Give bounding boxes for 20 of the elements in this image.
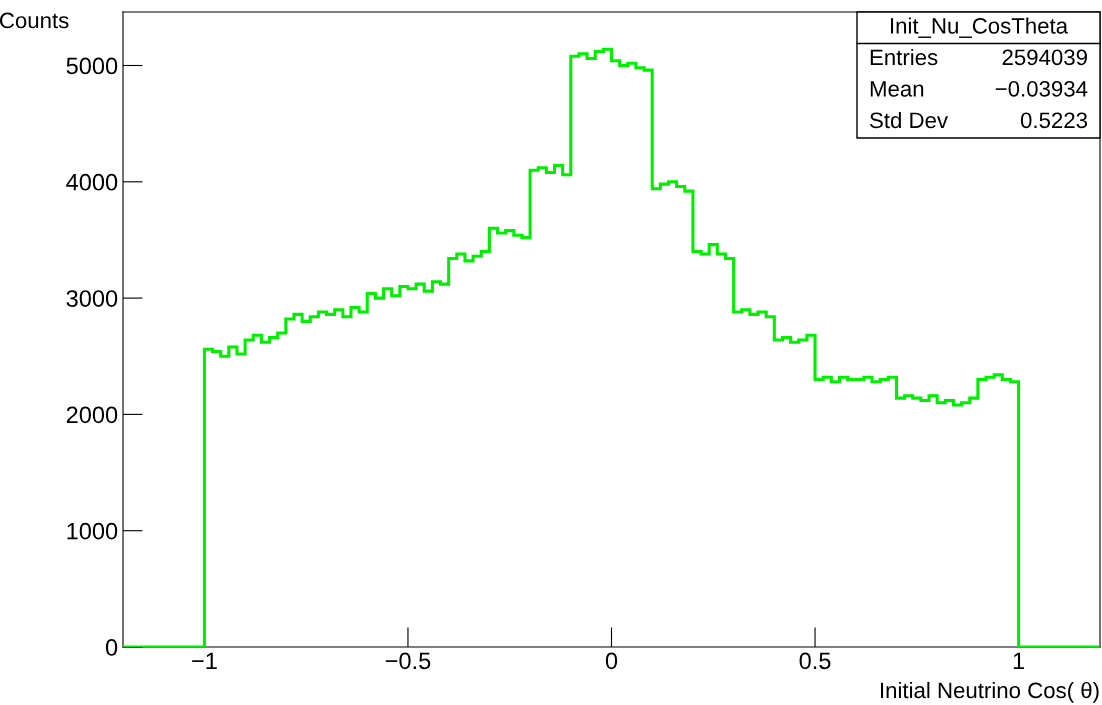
x-tick-label: −1 xyxy=(192,652,217,669)
y-tick-label: 5000 xyxy=(66,57,118,75)
annotation: 2594039 xyxy=(1002,49,1087,66)
annotation: Std Dev xyxy=(870,111,948,129)
y-tick-label: 3000 xyxy=(66,290,118,307)
annotation: −0.03934 xyxy=(995,80,1088,97)
annotation: Mean xyxy=(870,81,924,97)
annotation: Entries xyxy=(870,48,938,66)
annotation: Init_Nu_CosTheta xyxy=(891,17,1069,38)
x-axis-title: Initial Neutrino Cos( θ) xyxy=(880,681,1099,703)
y-tick-label: 0 xyxy=(105,639,118,656)
y-tick-label: 2000 xyxy=(66,406,118,424)
x-tick-label: 0.5 xyxy=(799,652,831,670)
x-tick-label: 1 xyxy=(1013,652,1024,669)
y-tick-label: 4000 xyxy=(66,173,118,191)
annotation: 0.5223 xyxy=(1020,112,1088,129)
x-tick-label: −0.5 xyxy=(385,652,431,670)
y-axis-title: Counts xyxy=(0,12,69,29)
x-tick-label: 0 xyxy=(605,652,618,670)
y-tick-label: 1000 xyxy=(67,522,118,540)
